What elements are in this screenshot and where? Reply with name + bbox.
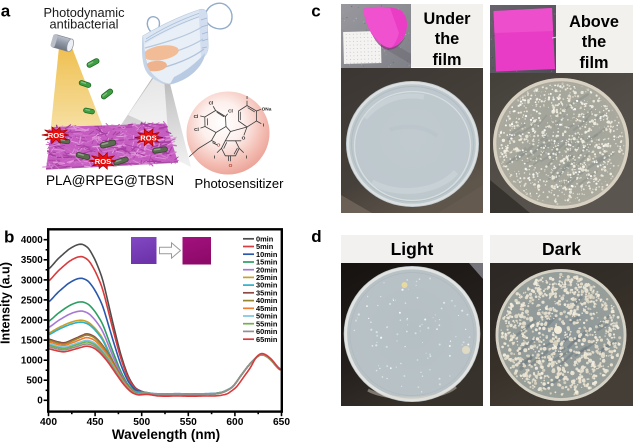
- svg-text:ROS: ROS: [48, 131, 64, 140]
- svg-text:1500: 1500: [21, 336, 43, 347]
- svg-text:Above: Above: [569, 13, 619, 31]
- svg-text:O: O: [242, 136, 246, 142]
- svg-text:Light: Light: [391, 239, 434, 259]
- svg-text:a: a: [1, 1, 11, 20]
- svg-text:2000: 2000: [21, 315, 43, 326]
- svg-text:O: O: [229, 163, 233, 169]
- svg-text:I: I: [246, 155, 248, 161]
- svg-text:Cl: Cl: [209, 101, 214, 107]
- svg-text:ROS: ROS: [95, 157, 111, 166]
- svg-text:Cl: Cl: [194, 127, 199, 133]
- svg-text:500: 500: [26, 376, 43, 387]
- svg-text:the: the: [435, 30, 459, 48]
- svg-text:15min: 15min: [256, 258, 278, 267]
- svg-text:I: I: [263, 123, 265, 129]
- svg-text:3500: 3500: [21, 255, 43, 266]
- svg-text:40min: 40min: [256, 296, 278, 305]
- svg-text:20min: 20min: [256, 265, 278, 274]
- svg-text:Wavelength (nm): Wavelength (nm): [112, 427, 220, 442]
- svg-text:ONa: ONa: [262, 107, 272, 113]
- svg-text:Intensity (a.u): Intensity (a.u): [0, 262, 13, 344]
- svg-text:c: c: [311, 1, 320, 20]
- svg-text:5min: 5min: [256, 242, 274, 251]
- svg-text:film: film: [433, 51, 462, 69]
- svg-text:10min: 10min: [256, 250, 278, 259]
- svg-text:Cl: Cl: [228, 109, 233, 115]
- svg-text:450: 450: [87, 417, 104, 428]
- svg-text:antibacterial: antibacterial: [49, 17, 118, 32]
- svg-text:550: 550: [180, 417, 197, 428]
- svg-text:25min: 25min: [256, 273, 278, 282]
- svg-text:400: 400: [40, 417, 57, 428]
- svg-text:d: d: [311, 227, 321, 246]
- svg-text:0: 0: [37, 396, 43, 407]
- svg-text:O: O: [217, 143, 221, 149]
- svg-text:3000: 3000: [21, 275, 43, 286]
- svg-text:Photosensitizer: Photosensitizer: [195, 176, 285, 191]
- svg-text:35min: 35min: [256, 288, 278, 297]
- svg-text:30min: 30min: [256, 281, 278, 290]
- svg-text:60min: 60min: [256, 327, 278, 336]
- svg-text:50min: 50min: [256, 312, 278, 321]
- svg-text:I: I: [246, 95, 248, 101]
- svg-text:4000: 4000: [21, 235, 43, 246]
- svg-text:Photodynamic: Photodynamic: [43, 5, 125, 20]
- svg-text:ROS: ROS: [140, 134, 156, 143]
- svg-text:film: film: [580, 54, 609, 72]
- svg-text:500: 500: [133, 417, 150, 428]
- svg-text:Cl: Cl: [194, 114, 199, 120]
- svg-text:65min: 65min: [256, 335, 278, 344]
- svg-text:Under: Under: [423, 10, 471, 28]
- svg-text:2500: 2500: [21, 295, 43, 306]
- svg-text:b: b: [4, 227, 14, 246]
- svg-text:0min: 0min: [256, 234, 274, 243]
- svg-text:55min: 55min: [256, 319, 278, 328]
- svg-text:650: 650: [273, 417, 290, 428]
- svg-text:600: 600: [226, 417, 243, 428]
- svg-text:Dark: Dark: [542, 239, 581, 259]
- svg-text:45min: 45min: [256, 304, 278, 313]
- svg-text:the: the: [582, 33, 606, 51]
- svg-text:I: I: [214, 155, 216, 161]
- svg-text:PLA@RPEG@TBSN: PLA@RPEG@TBSN: [46, 173, 174, 188]
- svg-text:1000: 1000: [21, 356, 43, 367]
